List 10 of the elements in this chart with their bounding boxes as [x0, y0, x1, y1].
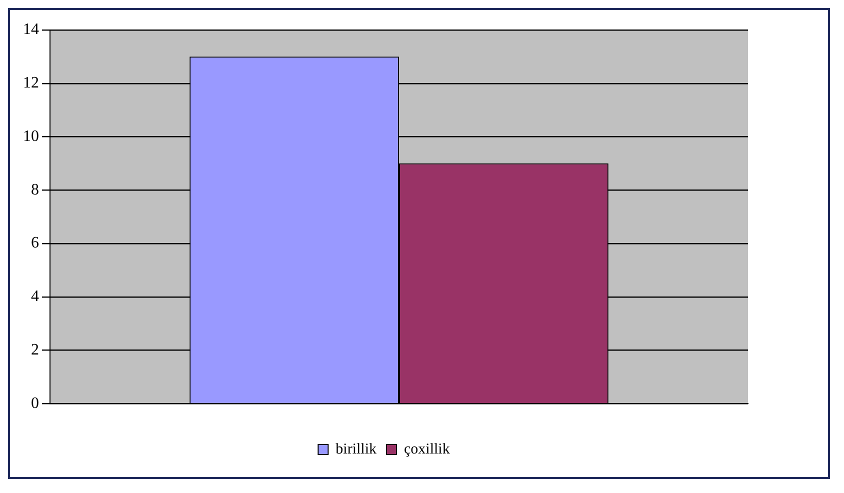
y-tick-label: 14: [23, 21, 39, 38]
y-tick-label: 4: [31, 288, 39, 306]
legend-label: çoxillik: [404, 441, 450, 458]
y-tick-label: 0: [31, 394, 39, 412]
y-tick-label: 12: [23, 74, 39, 92]
y-tick-label: 6: [31, 234, 39, 252]
y-tick-label: 2: [31, 341, 39, 358]
y-tick-label: 8: [31, 181, 39, 198]
y-tick-label: 10: [23, 128, 39, 145]
legend-label: birillik: [336, 441, 377, 458]
